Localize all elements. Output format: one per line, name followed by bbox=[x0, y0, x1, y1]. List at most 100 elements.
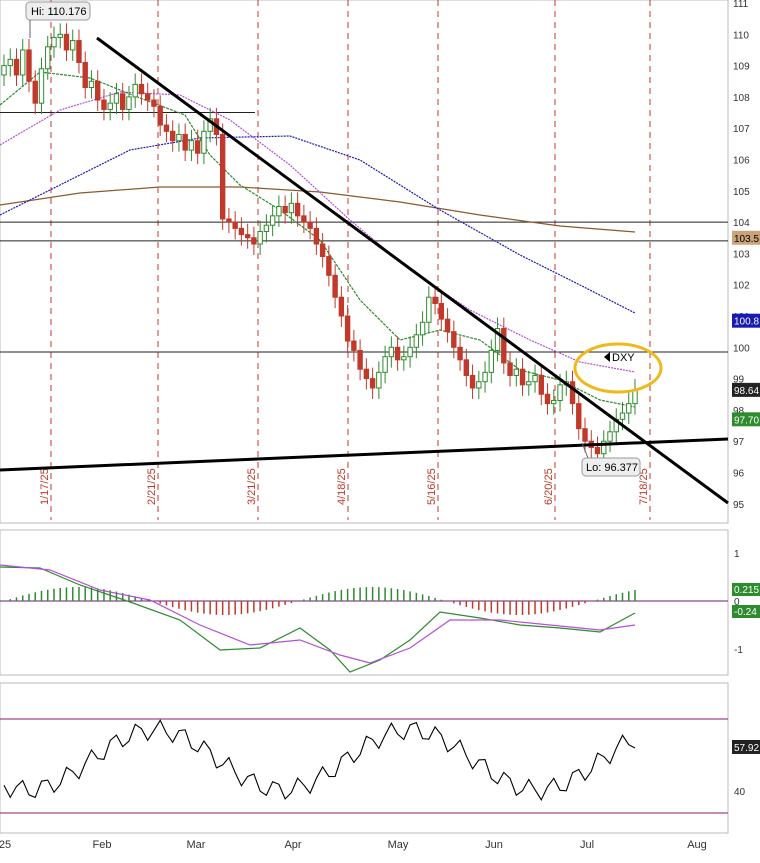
candle-body bbox=[276, 205, 282, 217]
x-axis-label: May bbox=[388, 839, 409, 851]
price-tick-label: 96 bbox=[733, 469, 745, 480]
price-tick-label: 98 bbox=[733, 406, 745, 417]
candle-body bbox=[51, 36, 57, 48]
candle-body bbox=[351, 340, 357, 351]
rsi-line bbox=[3, 719, 636, 801]
candle-body bbox=[413, 334, 420, 348]
candle-body bbox=[282, 205, 288, 214]
macd-line bbox=[0, 566, 636, 673]
candle-body bbox=[444, 318, 451, 333]
candle-body bbox=[476, 381, 482, 389]
candle-body bbox=[238, 227, 245, 236]
rsi-badge bbox=[732, 740, 760, 754]
candle-body bbox=[201, 130, 207, 154]
macd-panel bbox=[0, 529, 729, 676]
x-axis-label: Jun bbox=[485, 839, 503, 851]
rsi-tick-label: 40 bbox=[734, 787, 746, 798]
candle-body bbox=[76, 40, 82, 63]
candle-body bbox=[551, 400, 557, 405]
macd-upper-value: 0.215 bbox=[734, 585, 759, 596]
candle-body bbox=[57, 33, 63, 38]
price-badge-label: 97.70 bbox=[734, 415, 759, 426]
candle-body bbox=[301, 215, 307, 223]
candle-body bbox=[469, 374, 476, 389]
period-marker-label: 7/18/25 bbox=[638, 468, 650, 505]
symbol-label: DXY bbox=[612, 352, 635, 364]
candle-body bbox=[601, 440, 607, 455]
candle-body bbox=[488, 349, 495, 373]
rsi-value: 57.92 bbox=[734, 743, 759, 754]
period-marker-label: 1/17/25 bbox=[39, 468, 51, 505]
candle-body bbox=[401, 356, 407, 361]
candle-body bbox=[363, 368, 370, 380]
x-axis-label: Aug bbox=[687, 839, 707, 851]
price-tick-label: 99 bbox=[733, 375, 745, 386]
candle-body bbox=[344, 315, 351, 342]
price-badge bbox=[732, 313, 760, 328]
candle-body bbox=[288, 202, 295, 214]
candle-body bbox=[144, 93, 151, 101]
candle-body bbox=[101, 99, 107, 110]
candle-body bbox=[463, 359, 470, 376]
price-tick-label: 107 bbox=[733, 124, 750, 135]
candle-body bbox=[407, 346, 413, 358]
price-tick-label: 95 bbox=[733, 500, 745, 511]
candle-body bbox=[576, 403, 582, 430]
candle-body bbox=[394, 346, 401, 361]
candle-body bbox=[45, 46, 51, 70]
lo-label: Lo: 96.377 bbox=[586, 462, 638, 474]
candle-body bbox=[70, 40, 76, 51]
ma-100-line bbox=[0, 135, 636, 314]
candle-body bbox=[151, 99, 157, 107]
candle-body bbox=[120, 93, 126, 110]
candle-body bbox=[163, 124, 170, 132]
candle-body bbox=[169, 130, 176, 142]
candle-body bbox=[263, 224, 270, 232]
macd-lower-value: -0.24 bbox=[734, 607, 757, 618]
lo-label-pointer bbox=[581, 442, 589, 459]
candle-body bbox=[38, 68, 45, 104]
candle-body bbox=[332, 274, 338, 298]
price-tick-label: 100 bbox=[733, 343, 750, 354]
candle-body bbox=[544, 393, 551, 405]
candle-body bbox=[369, 378, 376, 389]
price-tick-label: 106 bbox=[733, 156, 750, 167]
candle-body bbox=[176, 133, 182, 142]
candle-body bbox=[388, 346, 395, 358]
candle-body bbox=[326, 256, 332, 276]
price-tick-label: 111 bbox=[733, 0, 749, 10]
candle-body bbox=[432, 296, 438, 304]
candle-body bbox=[513, 368, 519, 376]
period-marker-label: 3/21/25 bbox=[246, 468, 258, 505]
candle-body bbox=[438, 302, 445, 320]
candle-body bbox=[269, 215, 276, 226]
price-panel bbox=[0, 0, 729, 524]
x-axis-label: Mar bbox=[187, 839, 206, 851]
candle-body bbox=[257, 230, 263, 245]
price-badge bbox=[732, 382, 760, 397]
price-badge-label: 98.64 bbox=[734, 386, 759, 397]
price-tick-label: 105 bbox=[733, 187, 750, 198]
price-tick-label: 102 bbox=[733, 281, 750, 292]
price-badge bbox=[732, 230, 760, 245]
downtrend-line bbox=[96, 36, 729, 505]
candle-body bbox=[494, 328, 501, 351]
ma-20-line bbox=[0, 71, 636, 408]
candle-body bbox=[582, 428, 588, 442]
candle-body bbox=[519, 368, 526, 386]
price-tick-label: 104 bbox=[733, 218, 750, 229]
candle-body bbox=[526, 381, 532, 386]
candle-body bbox=[557, 384, 563, 402]
dxy-marker-icon bbox=[604, 352, 610, 362]
hi-label: Hi: 110.176 bbox=[31, 6, 86, 18]
candle-body bbox=[594, 446, 601, 455]
price-tick-label: 103 bbox=[733, 249, 750, 260]
candle-body bbox=[313, 227, 320, 245]
candle-body bbox=[226, 218, 232, 223]
macd-signal-line bbox=[0, 564, 636, 664]
period-marker-label: 4/18/25 bbox=[336, 468, 348, 505]
macd-tick-label: -1 bbox=[734, 645, 743, 656]
candle-body bbox=[26, 49, 32, 82]
candle-body bbox=[138, 83, 145, 95]
